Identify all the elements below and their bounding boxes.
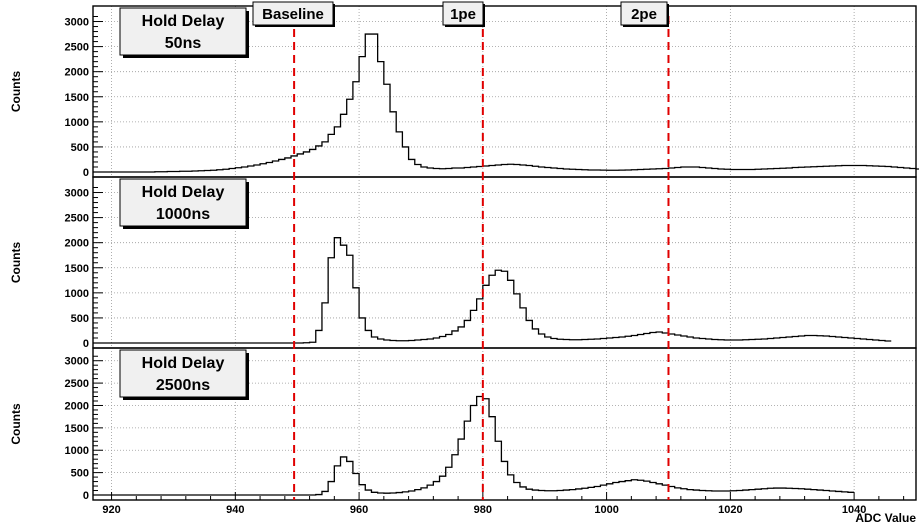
y-tick-label: 0 — [83, 167, 89, 179]
y-tick-label: 0 — [83, 490, 89, 502]
y-tick-label: 1500 — [65, 423, 89, 435]
panel-label-box — [119, 7, 247, 56]
y-tick-label: 1500 — [65, 92, 89, 104]
x-axis-label: ADC Value — [855, 511, 916, 525]
y-tick-label: 1500 — [65, 263, 89, 275]
x-tick-label: 1020 — [718, 504, 742, 516]
y-tick-label: 2500 — [65, 213, 89, 225]
y-tick-label: 3000 — [65, 188, 89, 200]
y-axis-label: Counts — [9, 71, 23, 113]
x-tick-label: 980 — [474, 504, 492, 516]
y-tick-label: 500 — [71, 313, 89, 325]
panel-label-box — [119, 178, 247, 227]
panel-frame — [92, 347, 917, 501]
x-tick-label: 920 — [102, 504, 120, 516]
panel-label-box — [119, 349, 247, 398]
y-axis-label: Counts — [9, 242, 23, 284]
panel-label-text: Hold Delay — [142, 355, 225, 372]
y-tick-label: 0 — [83, 338, 89, 350]
y-tick-label: 3000 — [65, 356, 89, 368]
panel-label-text: 1000ns — [156, 206, 210, 223]
y-tick-label: 2000 — [65, 67, 89, 79]
histogram-panel: 0 500 1000 1500 2000 2500 3000 Hold Delay 1000ns… — [9, 176, 917, 350]
x-tick-label: 960 — [350, 504, 368, 516]
marker-label-box — [442, 1, 484, 26]
histogram-series — [93, 33, 919, 173]
y-tick-label: 2000 — [65, 238, 89, 250]
x-tick-label: 1040 — [842, 504, 866, 516]
histogram-panel: 0 500 1000 1500 2000 2500 3000 Hold Delay 50ns Co… — [9, 5, 919, 179]
panel-label-text: Hold Delay — [142, 184, 225, 201]
histogram-panel: 0 500 1000 1500 2000 2500 3000 Hold Delay 2500ns… — [9, 347, 917, 502]
y-tick-label: 500 — [71, 468, 89, 480]
y-tick-label: 2500 — [65, 378, 89, 390]
panel-label-text: 2500ns — [156, 377, 210, 394]
marker-label: Baseline — [262, 6, 324, 23]
y-tick-label: 500 — [71, 142, 89, 154]
y-tick-label: 2000 — [65, 400, 89, 412]
marker-label-box — [252, 1, 334, 26]
y-tick-label: 1000 — [65, 288, 89, 300]
histogram-series — [93, 395, 855, 496]
y-tick-label: 3000 — [65, 17, 89, 29]
y-tick-label: 1000 — [65, 445, 89, 457]
panels-group: 0 500 1000 1500 2000 2500 3000 Hold Delay 50ns Co… — [9, 1, 919, 516]
panel-label-text: Hold Delay — [142, 13, 225, 30]
x-tick-label: 1000 — [594, 504, 618, 516]
y-tick-label: 1000 — [65, 117, 89, 129]
y-axis-label: Counts — [9, 403, 23, 445]
x-tick-label: 940 — [226, 504, 244, 516]
panel-label-text: 50ns — [165, 35, 202, 52]
marker-label: 2pe — [631, 6, 657, 23]
y-tick-label: 2500 — [65, 42, 89, 54]
histogram-series — [93, 237, 892, 344]
marker-label-box — [620, 1, 668, 26]
marker-label: 1pe — [450, 6, 476, 23]
